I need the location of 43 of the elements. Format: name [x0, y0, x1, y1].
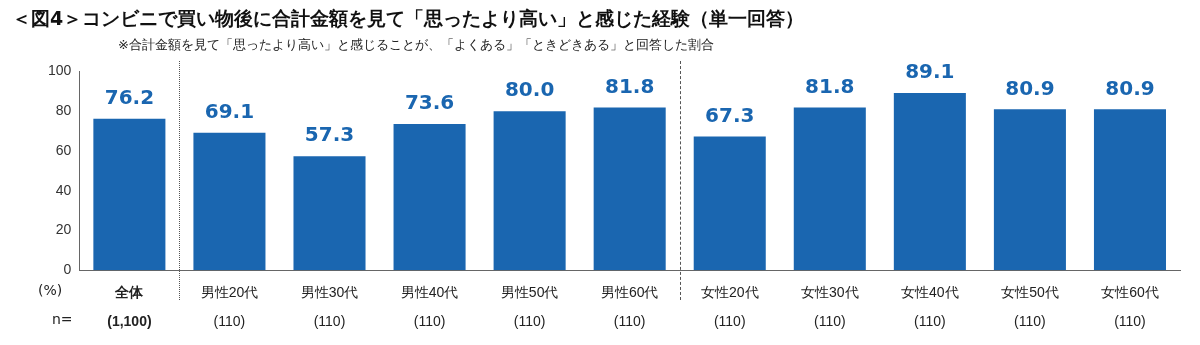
x-tick-label: 女性40代 (110): [901, 283, 959, 330]
x-tick-label: 女性60代 (110): [1101, 283, 1159, 330]
bar: [493, 111, 566, 271]
x-tick-label: 男性50代 (110): [500, 283, 559, 330]
bar: [393, 123, 466, 271]
data-label: 80.0: [504, 77, 555, 102]
x-tick-label: 男性20代 (110): [200, 283, 259, 330]
bar: [593, 107, 666, 271]
bar: [193, 132, 266, 271]
y-tick-label: 100: [48, 62, 72, 79]
data-label: 80.9: [1105, 75, 1155, 100]
data-label: 81.8: [605, 73, 655, 98]
bar: [293, 156, 366, 271]
x-tick-label: 女性30代 (110): [801, 283, 859, 330]
bar: [793, 107, 866, 271]
data-label: 81.8: [805, 73, 855, 98]
chart-subtitle: ※合計金額を見て「思ったより高い」と感じることが、「よくある」「ときどきある」と回答した割合: [118, 36, 714, 54]
x-tick-label: 女性50代 (110): [1001, 283, 1059, 330]
data-label: 80.9: [1005, 75, 1055, 100]
data-label: 57.3: [304, 122, 355, 147]
data-label: 76.2: [104, 84, 155, 109]
x-tick-label: 男性60代 (110): [600, 283, 659, 330]
data-label: 73.6: [404, 90, 455, 115]
x-tick-label: 女性20代 (110): [700, 283, 759, 330]
bar: [893, 93, 966, 271]
bar: [693, 136, 766, 271]
bar: [993, 109, 1066, 271]
data-label: 67.3: [705, 102, 755, 127]
x-tick-label: 男性30代 (110): [300, 283, 359, 330]
data-label: 69.1: [204, 99, 255, 124]
bar: [93, 118, 166, 271]
x-tick-label: 男性40代 (110): [400, 283, 459, 330]
y-tick-label: 60: [55, 141, 72, 158]
chart-title: ＜図4＞コンビニで買い物後に合計金額を見て「思ったより高い」と感じた経験（単一回答）: [12, 6, 805, 31]
text: n=: [52, 311, 73, 328]
y-tick-label: 0: [63, 261, 72, 278]
data-label: 89.1: [905, 59, 955, 84]
y-tick-label: 20: [55, 221, 72, 238]
y-tick-label: 40: [55, 181, 72, 198]
bar: [1093, 109, 1166, 271]
y-axis-title: (%): [38, 282, 63, 299]
x-tick-label: 全体 (1,100): [107, 283, 152, 330]
y-tick-label: 80: [55, 102, 72, 119]
